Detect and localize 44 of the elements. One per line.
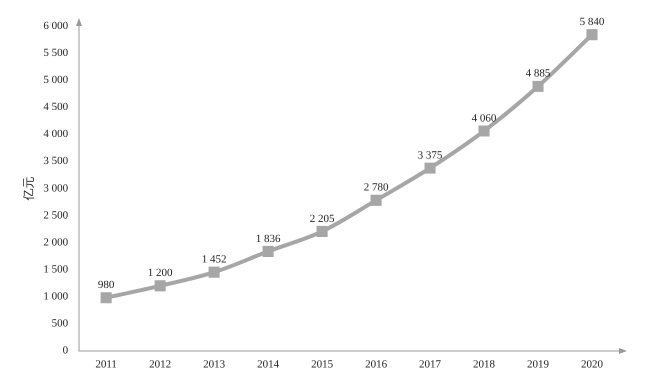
data-label: 2 780 [364,182,389,194]
y-tick-label: 5 000 [43,74,69,86]
x-tick-label: 2017 [419,358,442,370]
y-tick-label: 3 500 [43,155,69,168]
data-label: 2 205 [310,212,335,225]
y-tick-label: 6 000 [43,20,69,32]
y-tick-label: 2 500 [43,209,69,222]
x-tick-label: 2018 [473,358,496,370]
y-tick-label: 0 [62,344,69,357]
point [262,246,274,257]
y-tick-label: 500 [52,318,69,330]
x-tick-label: 2013 [203,358,226,370]
x-tick-label: 2012 [149,358,172,370]
data-label: 3 375 [418,149,443,162]
y-axis-title: 亿元 [21,176,36,202]
point [100,292,112,304]
data-label: 4 060 [472,112,497,124]
data-label: 1 200 [148,267,174,280]
x-tick-label: 2015 [311,358,334,370]
point [154,280,166,292]
data-label: 1 836 [256,232,281,245]
point [208,266,220,278]
point [478,125,490,137]
data-label: 5 840 [580,16,605,28]
data-label: 980 [98,279,115,292]
x-tick-label: 2016 [365,358,388,370]
x-tick-label: 2020 [581,358,604,370]
x-tick-label: 2011 [95,358,117,370]
data-label: 4 885 [526,68,551,80]
y-tick-label: 4 500 [43,101,69,114]
y-tick-label: 1 000 [43,290,69,303]
point [586,29,598,40]
y-tick-label: 2 000 [43,236,69,248]
y-tick-label: 4 000 [43,128,69,140]
data-label: 1 452 [202,254,226,266]
point [370,194,382,206]
y-tick-label: 3 000 [43,182,69,194]
x-tick-label: 2014 [257,358,280,370]
y-tick-label: 5 500 [43,46,69,59]
x-tick-label: 2019 [527,358,550,370]
point [424,162,436,174]
y-tick-label: 1 500 [43,263,69,276]
point [532,80,544,92]
point [316,226,328,237]
